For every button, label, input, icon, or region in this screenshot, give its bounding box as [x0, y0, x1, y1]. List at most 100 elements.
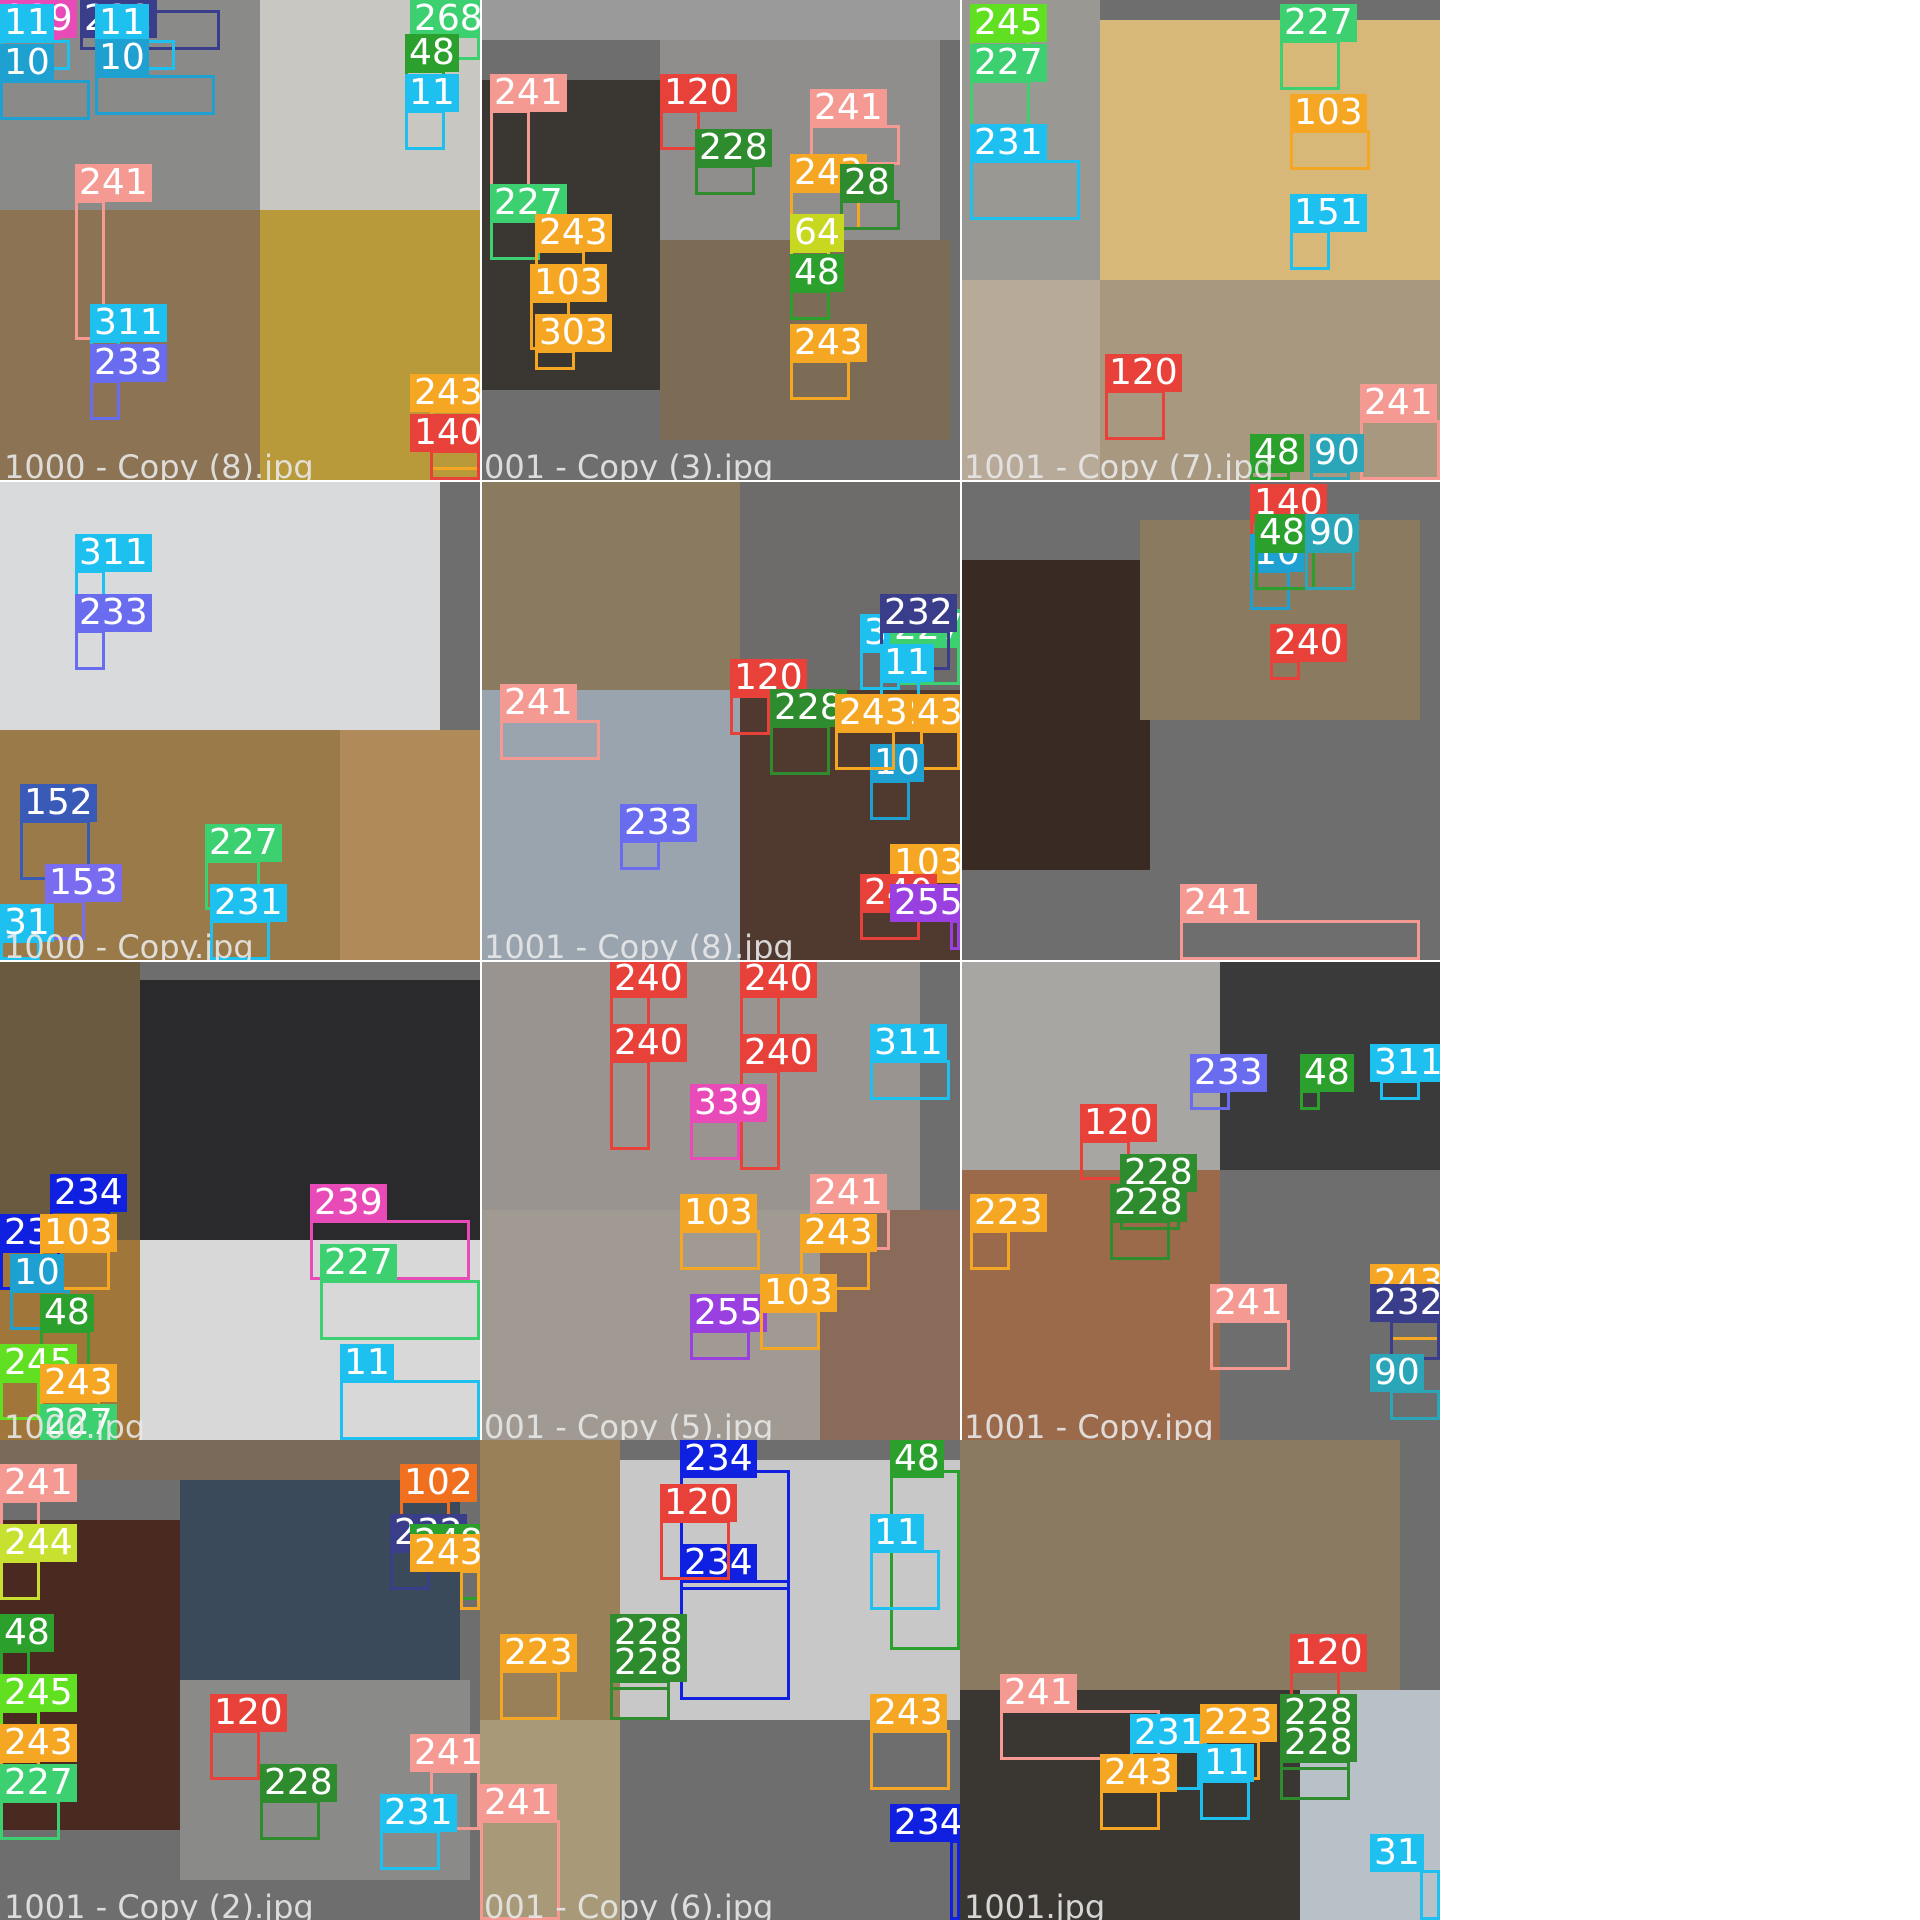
- detection-box: [1110, 1220, 1170, 1260]
- detection-box: [1290, 230, 1330, 270]
- detection-label: 232: [1370, 1284, 1440, 1322]
- detection-label: 243: [410, 1534, 480, 1572]
- detection-box: [1270, 660, 1300, 680]
- mosaic-tile: 2411203122723211243102282432331032402551…: [480, 480, 960, 960]
- detection-label: 64: [790, 214, 844, 252]
- detection-label: 102: [400, 1464, 477, 1502]
- detection-label: 234: [680, 1544, 757, 1582]
- detection-label: 255: [690, 1294, 767, 1332]
- detection-label: 243: [0, 1724, 77, 1762]
- detection-box: [380, 1830, 440, 1870]
- detection-box: [970, 160, 1080, 220]
- detection-label: 48: [790, 254, 844, 292]
- detection-box: [1420, 1870, 1440, 1920]
- detection-label: 48: [1250, 434, 1304, 472]
- detection-box: [610, 1680, 670, 1720]
- detection-box: [1200, 1780, 1250, 1820]
- mosaic-tile: 234 234 48 120 11 223 228 228 243 241 234 001 - Cop…: [480, 1440, 960, 1920]
- detection-box: [0, 1560, 40, 1600]
- detection-label: 103: [40, 1214, 117, 1252]
- photo-patch: [960, 560, 1150, 870]
- detection-label: 243: [800, 1214, 877, 1252]
- detection-box: [790, 290, 830, 320]
- detection-label: 228: [695, 129, 772, 167]
- photo-patch: [480, 0, 960, 40]
- mosaic-tile: 240 240 240 240 311 339 241 103 243 255 103 001 - C…: [480, 960, 960, 1440]
- detection-label: 120: [210, 1694, 287, 1732]
- detection-label: 153: [45, 864, 122, 902]
- detection-box: [500, 1670, 560, 1720]
- detection-box: [695, 165, 755, 195]
- detection-label: 231: [210, 884, 287, 922]
- detection-box: [620, 840, 660, 870]
- detection-label: 48: [1300, 1054, 1354, 1092]
- detection-label: 228: [260, 1764, 337, 1802]
- detection-label: 90: [1310, 434, 1364, 472]
- detection-label: 103: [680, 1194, 757, 1232]
- detection-label: 10: [870, 744, 924, 782]
- detection-label: 241: [490, 74, 567, 112]
- detection-label: 10: [0, 44, 54, 82]
- detection-label: 243: [1370, 1264, 1440, 1302]
- detection-box: [260, 1800, 320, 1840]
- detection-label: 241: [0, 1464, 77, 1502]
- detection-mosaic: 2392321111101026848112413112332431401000…: [0, 0, 1440, 1920]
- detection-box: [770, 725, 830, 775]
- detection-box: [680, 1230, 760, 1270]
- detection-label: 243: [870, 1694, 947, 1732]
- detection-label: 244: [0, 1524, 77, 1562]
- mosaic-tile: 2392321111101026848112413112332431401000…: [0, 0, 480, 480]
- photo-patch: [480, 1440, 620, 1720]
- detection-label: 48: [890, 1440, 944, 1478]
- tile-separator: [480, 0, 482, 1440]
- detection-label: 228: [770, 689, 847, 727]
- detection-label: 223: [500, 1634, 577, 1672]
- detection-box: [950, 1840, 960, 1920]
- detection-label: 120: [660, 1484, 737, 1522]
- detection-label: 103: [760, 1274, 837, 1312]
- detection-box: [1105, 390, 1165, 440]
- detection-label: 90: [1305, 514, 1359, 552]
- detection-box: [870, 1730, 950, 1790]
- detection-box: [870, 780, 910, 820]
- detection-label: 120: [1290, 1634, 1367, 1672]
- detection-label: 11: [870, 1514, 924, 1552]
- detection-label: 239: [310, 1184, 387, 1222]
- detection-label: 227: [0, 1764, 77, 1802]
- tile-separator: [0, 960, 1440, 962]
- mosaic-tile: 233 48 311 120 228 228 223 241 243 232 90 1001 - Co…: [960, 960, 1440, 1440]
- detection-label: 120: [660, 74, 737, 112]
- detection-label: 103: [530, 264, 607, 302]
- detection-label: 11: [0, 4, 54, 42]
- detection-label: 339: [690, 1084, 767, 1122]
- detection-label: 31: [0, 904, 54, 942]
- detection-box: [210, 1730, 260, 1780]
- detection-label: 311: [75, 534, 152, 572]
- detection-label: 268: [410, 0, 480, 38]
- detection-box: [535, 350, 575, 370]
- detection-label: 227: [40, 1404, 117, 1440]
- tile-filename: 1000.jpg: [4, 1408, 146, 1440]
- detection-label: 243: [410, 374, 480, 412]
- photo-patch: [1100, 20, 1440, 280]
- detection-label: 228: [610, 1644, 687, 1682]
- detection-label: 233: [1190, 1054, 1267, 1092]
- detection-box: [1190, 1090, 1230, 1110]
- tile-separator: [0, 480, 1440, 482]
- detection-box: [870, 1060, 950, 1100]
- detection-box: [1210, 1320, 1290, 1370]
- detection-box: [95, 75, 215, 115]
- detection-label: 234: [680, 1440, 757, 1478]
- detection-box: [90, 380, 120, 420]
- detection-label: 245: [970, 4, 1047, 42]
- detection-box: [730, 695, 770, 735]
- detection-label: 48: [1255, 514, 1309, 552]
- detection-box: [840, 200, 900, 230]
- detection-label: 152: [20, 784, 97, 822]
- detection-box: [1380, 1080, 1420, 1100]
- detection-label: 232: [880, 594, 957, 632]
- tile-filename: 1001 - Copy.jpg: [964, 1408, 1214, 1440]
- mosaic-tile: 241 120 241 228 243 28 227 243 103 303 64 48 243 001 …: [480, 0, 960, 480]
- detection-box: [835, 730, 895, 770]
- tile-filename: 1001 - Copy (2).jpg: [4, 1888, 314, 1920]
